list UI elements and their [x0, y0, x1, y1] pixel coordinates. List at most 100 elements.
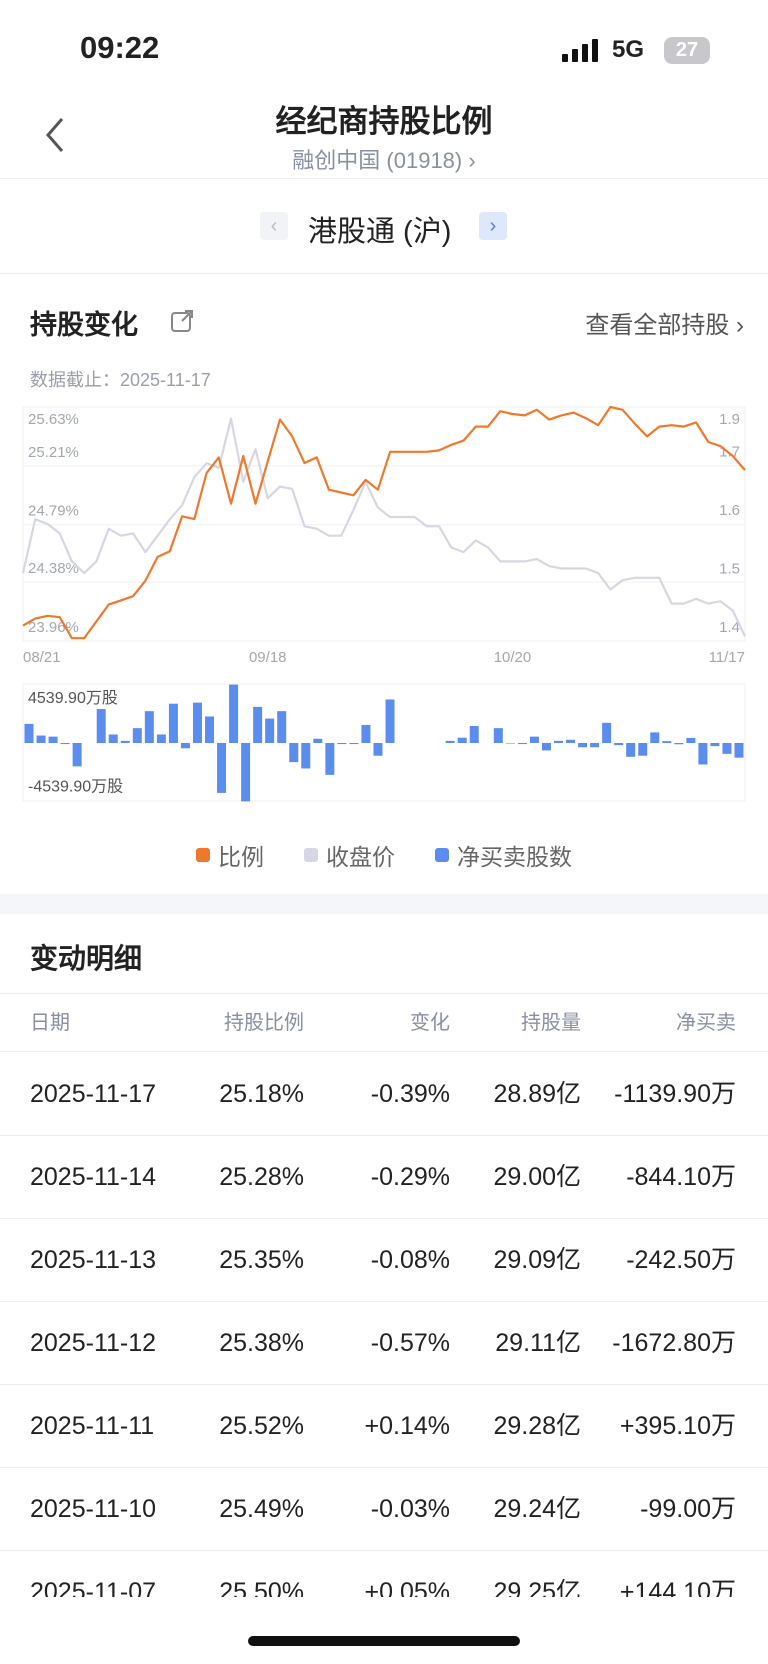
bar [36, 735, 46, 743]
table-cell: -0.29% [370, 1163, 450, 1191]
divider [0, 993, 768, 994]
bar [566, 739, 576, 743]
bar [638, 743, 648, 756]
bar [361, 724, 371, 743]
bar [168, 703, 178, 743]
table-cell: -0.39% [370, 1080, 450, 1108]
tab-label: 港股通 (沪) [308, 216, 452, 248]
column-header: 持股量 [521, 1012, 581, 1034]
chart-frame [22, 406, 746, 642]
bar [445, 740, 455, 743]
bar [301, 743, 311, 769]
table-cell: -99.00万 [640, 1495, 736, 1523]
column-header: 日期 [30, 1012, 70, 1034]
bar [313, 738, 323, 743]
bar [192, 702, 202, 743]
bar [156, 734, 166, 743]
table-cell: +395.10万 [619, 1412, 736, 1440]
table-cell: 2025-11-14 [30, 1163, 157, 1191]
bar [385, 699, 395, 743]
bar [505, 743, 515, 744]
y-tick-label: 25.21% [28, 444, 79, 461]
bar [349, 743, 359, 745]
table-cell: 29.09亿 [493, 1246, 581, 1274]
x-tick-label: 09/18 [249, 649, 287, 666]
legend-swatch [304, 848, 318, 862]
table-cell: 25.49% [219, 1495, 304, 1523]
share-icon[interactable] [169, 308, 195, 334]
table-cell: 25.28% [219, 1163, 304, 1191]
column-header: 净买卖 [676, 1012, 736, 1034]
bar [132, 728, 142, 743]
table-cell: -0.03% [370, 1495, 450, 1523]
bar [373, 743, 383, 756]
bar [722, 743, 732, 754]
bar [590, 743, 600, 748]
bar [662, 741, 672, 743]
back-button[interactable] [40, 115, 70, 155]
bar [553, 740, 563, 743]
bar [469, 726, 479, 743]
bar [698, 743, 708, 765]
bar [289, 743, 299, 763]
chart: 23.96% 24.38% 24.79% 25.21% 25.63% 1.4 1.5 1.6 1… [21, 405, 746, 802]
y-tick-label: 24.79% [28, 503, 79, 520]
bar [734, 743, 744, 758]
y2-tick-label: 1.7 [719, 443, 740, 460]
bar [265, 718, 275, 743]
y2-tick-label: 1.4 [719, 619, 740, 636]
table-body: 2025-11-17 25.18% -0.39% 28.89亿 -1139.90万 202… [0, 1053, 768, 1597]
table-cell: 25.35% [219, 1246, 304, 1274]
bar-frame [22, 683, 746, 802]
bar [241, 743, 251, 802]
view-all-link[interactable]: 查看全部持股 › [585, 312, 744, 339]
table-row: 2025-11-13 25.35% -0.08% 29.09亿 -242.50万 [0, 1219, 768, 1302]
bar [541, 743, 551, 751]
prev-tab[interactable]: ‹ [260, 212, 288, 240]
table-cell: 29.24亿 [493, 1495, 581, 1523]
section-gap [0, 894, 768, 914]
view-all-text: 查看全部持股 [585, 312, 730, 339]
stock-subtitle[interactable]: 融创中国 (01918) › [292, 148, 476, 173]
table-row: 2025-11-07 25.50% +0.05% 29.25亿 +144.10万 [0, 1551, 768, 1597]
bar [614, 743, 624, 746]
table-cell: -242.50万 [626, 1246, 736, 1274]
bar [337, 743, 347, 745]
page-title: 经纪商持股比例 [275, 104, 493, 139]
legend-item: 净买卖股数 [435, 838, 572, 872]
table-cell: 25.50% [219, 1578, 304, 1597]
bar [24, 723, 34, 743]
status-time: 09:22 [80, 30, 160, 65]
y2-tick-label: 1.9 [719, 411, 740, 428]
table-cell: 29.11亿 [495, 1329, 581, 1357]
bar [674, 743, 684, 745]
table-cell: 2025-11-12 [30, 1329, 157, 1357]
bar [72, 743, 82, 767]
table-cell: 2025-11-17 [30, 1080, 157, 1108]
as-of-date: 数据截止：2025-11-17 [30, 370, 211, 390]
table-row: 2025-11-12 25.38% -0.57% 29.11亿 -1672.80万 [0, 1302, 768, 1385]
y2-tick-label: 1.6 [719, 502, 740, 519]
next-tab[interactable]: › [479, 212, 507, 240]
bar [529, 736, 539, 743]
bar [144, 711, 154, 743]
table-row: 2025-11-17 25.18% -0.39% 28.89亿 -1139.90万 [0, 1053, 768, 1136]
legend-item: 收盘价 [304, 838, 395, 872]
bar [626, 743, 636, 757]
bar [578, 743, 588, 748]
table-cell: 2025-11-13 [30, 1246, 157, 1274]
line-series [21, 417, 746, 637]
table-cell: 28.89亿 [493, 1080, 581, 1108]
table-row: 2025-11-10 25.49% -0.03% 29.24亿 -99.00万 [0, 1468, 768, 1551]
table-cell: 25.52% [219, 1412, 304, 1440]
table-cell: 25.38% [219, 1329, 304, 1357]
column-header: 持股比例 [224, 1012, 304, 1034]
bar [108, 734, 118, 743]
bar [277, 711, 287, 743]
legend-label: 净买卖股数 [457, 844, 572, 870]
bar [120, 740, 130, 743]
table-cell: -844.10万 [626, 1163, 736, 1191]
bar [325, 743, 335, 775]
legend-item: 比例 [196, 838, 264, 872]
